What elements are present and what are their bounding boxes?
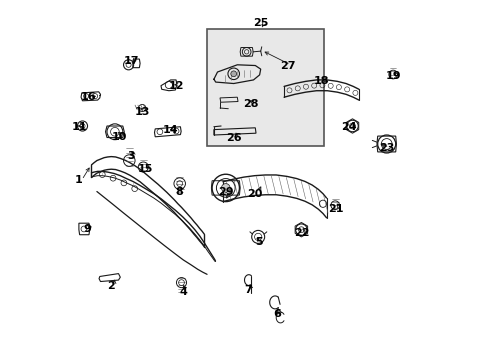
Text: 24: 24 (341, 122, 356, 132)
Text: 13: 13 (134, 107, 149, 117)
Text: 7: 7 (244, 285, 251, 295)
Text: 16: 16 (81, 92, 97, 102)
Bar (206, 29, 323, 146)
Text: 12: 12 (168, 81, 183, 91)
Text: 10: 10 (111, 132, 127, 142)
Text: 23: 23 (378, 143, 394, 153)
Text: 8: 8 (176, 186, 183, 197)
Text: 18: 18 (313, 76, 329, 86)
Text: 17: 17 (123, 56, 139, 66)
Text: 21: 21 (328, 204, 344, 214)
Text: 4: 4 (179, 287, 187, 297)
Circle shape (221, 184, 230, 192)
Text: 1: 1 (75, 175, 82, 185)
Text: 20: 20 (247, 189, 263, 199)
Text: 6: 6 (272, 309, 280, 319)
Text: 2: 2 (107, 281, 115, 291)
Text: 5: 5 (255, 237, 262, 247)
Text: 26: 26 (225, 132, 241, 143)
Text: 28: 28 (243, 99, 258, 109)
Text: 14: 14 (163, 125, 178, 135)
Text: 22: 22 (294, 228, 309, 238)
Text: 27: 27 (279, 60, 295, 71)
Text: 11: 11 (72, 122, 87, 132)
Text: 19: 19 (386, 71, 401, 81)
Text: 15: 15 (138, 164, 153, 174)
Circle shape (230, 71, 236, 77)
Text: 25: 25 (252, 18, 268, 28)
Text: 9: 9 (82, 224, 91, 234)
Text: 3: 3 (127, 150, 135, 161)
Text: 29: 29 (218, 186, 233, 197)
